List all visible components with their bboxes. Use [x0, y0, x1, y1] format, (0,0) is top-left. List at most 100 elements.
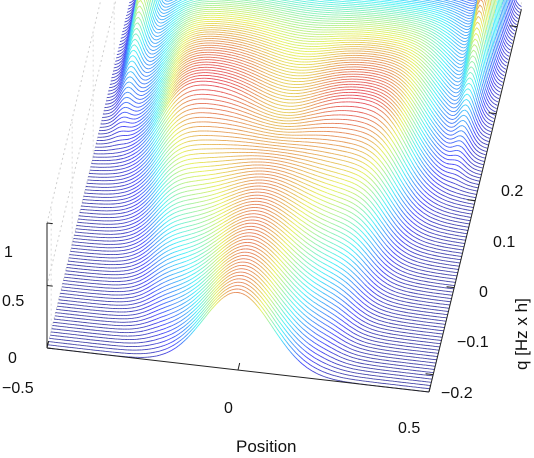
series-line-segment	[156, 33, 158, 34]
series-line-segment	[397, 30, 399, 31]
series-line-segment	[293, 27, 295, 28]
series-line-segment	[436, 6, 438, 7]
series-line-segment	[426, 10, 428, 11]
series-line-segment	[284, 15, 286, 16]
series-line-segment	[414, 21, 416, 22]
series-line-segment	[412, 25, 414, 26]
series-line-segment	[420, 12, 422, 13]
series-line-segment	[291, 17, 293, 18]
series-line-segment	[281, 10, 283, 11]
series-line-segment	[448, 1, 450, 2]
series-line-segment	[416, 15, 418, 16]
series-line-segment	[469, 18, 471, 19]
series-line-segment	[422, 19, 424, 20]
series-line-segment	[266, 16, 268, 17]
series-line-segment	[290, 19, 292, 20]
series-line-segment	[295, 20, 297, 21]
series-line-segment	[414, 15, 416, 16]
series-line-segment	[287, 21, 289, 22]
series-line-segment	[428, 6, 430, 7]
series-line-segment	[278, 18, 280, 19]
series-line-segment	[289, 10, 291, 11]
series-line-segment	[403, 27, 405, 28]
series-line-segment	[403, 35, 405, 36]
series-line-segment	[409, 26, 411, 27]
series-line-segment	[194, 11, 196, 12]
series-line-segment	[118, 48, 120, 49]
series-line-segment	[270, 10, 272, 11]
series-line-segment	[283, 11, 285, 12]
series-line-segment	[410, 22, 412, 23]
series-line-segment	[420, 7, 422, 8]
series-line-segment	[424, 9, 426, 10]
series-line-segment	[283, 4, 285, 5]
series-line-segment	[417, 20, 419, 21]
series-line-segment	[197, 14, 199, 15]
series-line-segment	[461, 57, 463, 58]
series-line-segment	[400, 28, 402, 29]
series-line-segment	[468, 16, 470, 17]
series-line-segment	[425, 12, 427, 13]
series-line-segment	[277, 7, 279, 8]
series-line-segment	[435, 2, 437, 3]
series-line-segment	[290, 26, 292, 27]
series-line-segment	[269, 14, 271, 15]
series-line-segment	[411, 29, 413, 30]
series-line-segment	[276, 16, 278, 17]
series-line-segment	[407, 26, 409, 27]
series-line-segment	[399, 32, 401, 33]
series-line-segment	[415, 23, 417, 24]
series-line-segment	[269, 8, 271, 9]
series-line-segment	[193, 13, 195, 14]
series-line-segment	[270, 6, 272, 7]
series-line-segment	[439, 5, 441, 6]
series-line-segment	[278, 12, 280, 13]
series-line-segment	[467, 18, 469, 19]
series-line-segment	[405, 23, 407, 24]
series-line-segment	[412, 13, 414, 14]
series-line-segment	[197, 2, 199, 3]
series-line-segment	[195, 3, 197, 4]
series-line-segment	[282, 13, 284, 14]
series-line-segment	[289, 3, 291, 4]
series-line-segment	[404, 31, 406, 32]
series-line-segment	[415, 17, 417, 18]
series-line-segment	[425, 7, 427, 8]
series-line-segment	[395, 34, 397, 35]
series-line-segment	[429, 10, 431, 11]
series-line-segment	[401, 27, 403, 28]
series-line-segment	[290, 21, 292, 22]
series-line-segment	[418, 10, 420, 11]
series-line-segment	[282, 20, 284, 21]
series-line-segment	[280, 12, 282, 13]
series-line-segment	[405, 29, 407, 30]
series-line-segment	[440, 3, 442, 4]
series-line-segment	[255, 18, 257, 19]
series-line-segment	[263, 15, 265, 16]
series-line-segment	[267, 20, 269, 21]
series-line-segment	[277, 21, 279, 22]
series-line-segment	[444, 4, 446, 5]
series-line-segment	[295, 27, 297, 28]
series-line-segment	[280, 19, 282, 20]
series-line-segment	[419, 20, 421, 21]
series-line-segment	[277, 14, 279, 15]
series-line-segment	[281, 24, 283, 25]
series-line-segment	[289, 23, 291, 24]
series-line-segment	[401, 33, 403, 34]
series-line-segment	[411, 27, 413, 28]
series-line-segment	[410, 18, 412, 19]
series-line-segment	[469, 3, 471, 4]
series-line-segment	[421, 11, 423, 12]
series-line-segment	[282, 15, 284, 16]
series-line-segment	[270, 12, 272, 13]
series-line-segment	[196, 13, 198, 14]
series-line-segment	[440, 1, 442, 2]
series-line-segment	[429, 8, 431, 9]
series-line-segment	[407, 30, 409, 31]
series-line-segment	[295, 13, 297, 14]
series-line-segment	[431, 11, 433, 12]
series-line-segment	[274, 15, 276, 16]
series-line-segment	[286, 23, 288, 24]
series-line-segment	[264, 20, 266, 21]
